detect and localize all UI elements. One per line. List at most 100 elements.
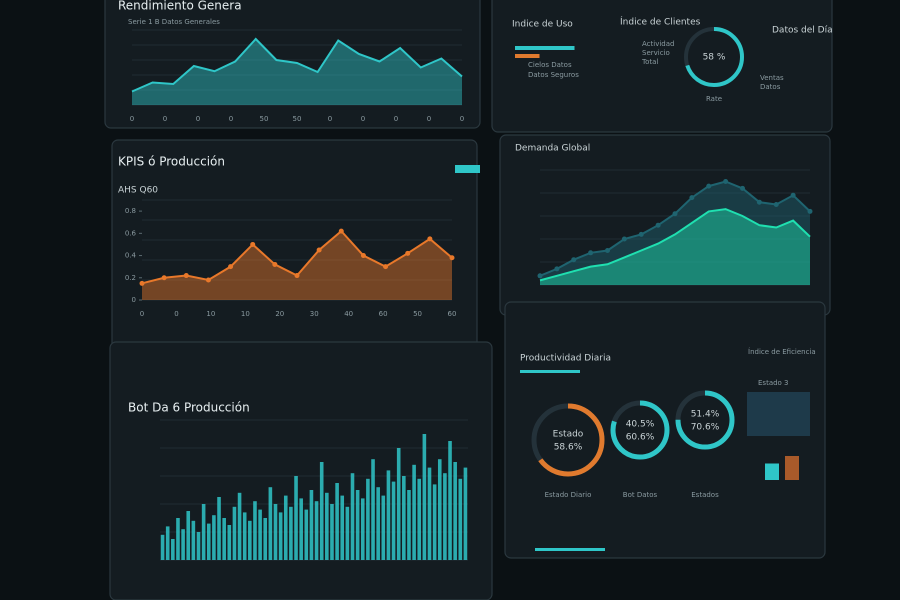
bar [443,473,447,560]
x-tick-label: 50 [413,310,422,318]
bar [448,441,452,560]
bar [171,539,175,560]
bar [391,481,396,560]
point [161,275,167,281]
point [605,248,610,253]
y-tick-label: 0.2 [125,274,136,282]
bar [186,511,191,560]
section-title: Índice de Eficiencia [748,347,816,356]
bar [242,512,247,560]
subtitle: AHS Q60 [118,186,158,196]
point [250,241,256,247]
y-tick-label: 0.4 [125,252,137,260]
point [571,257,577,263]
accent [520,370,580,373]
bar [360,498,365,560]
bar [294,476,298,560]
area [142,231,452,300]
bar [289,506,293,560]
legend: Datos [760,83,781,91]
x-tick-label: 0 [174,310,178,318]
bar [366,478,370,560]
mini-bar [765,463,779,480]
bar [278,512,283,560]
point [316,247,322,253]
point [773,202,779,207]
ring-value [610,400,670,460]
x-tick-label: 0 [163,115,167,123]
bar [386,470,391,560]
point [621,236,627,242]
x-tick-label: 0 [229,115,233,123]
bar [325,492,329,560]
point [183,273,189,279]
bar [273,504,278,560]
ring-label: 40.5% [626,420,655,430]
x-tick-label: 0 [394,115,398,123]
bar [196,532,201,560]
bar [330,504,334,560]
ring-label: 60.6% [626,433,655,443]
panel [104,0,481,129]
point [294,273,300,279]
bar [263,518,268,560]
ring-value [684,27,744,87]
bar [427,467,432,560]
legend: Total [641,58,658,66]
accent [535,548,605,551]
bar [232,506,237,560]
panel-title: KPIS ó Producción [118,155,225,169]
x-tick-label: 30 [310,310,319,318]
x-tick-label: 10 [241,310,250,318]
panel-title: Productividad Diaria [520,354,611,364]
bar [355,490,360,560]
box-label: Estado 3 [758,379,789,387]
bar [212,515,216,560]
point [338,228,344,234]
bar [335,483,339,560]
bar [299,498,303,560]
point [554,266,560,272]
x-tick-label: 50 [293,115,302,123]
point [228,264,234,270]
point [449,255,455,261]
panel-title: Rendimiento Genera [118,0,242,13]
info-box [747,392,810,436]
x-tick-label: 0 [328,115,332,123]
ring-caption: Bot Datos [623,491,658,499]
bar [181,529,185,560]
point [723,179,729,184]
y-tick-label: 0 [132,296,136,304]
bar [176,518,180,560]
bar [437,459,442,560]
panel-title: Indice de Uso [512,20,573,30]
point [405,250,411,256]
point [689,195,695,201]
point [807,208,813,214]
point [706,183,712,189]
bar [268,487,273,560]
bar [253,501,257,560]
point [655,222,661,228]
x-tick-label: 0 [361,115,365,123]
bar [376,487,380,560]
bar [191,520,196,560]
section-title: Datos del Día [772,26,833,36]
mini-bar [785,456,799,480]
ring-caption: Estado Diario [545,491,592,499]
point [139,280,145,286]
y-tick-label: 0.8 [125,207,136,215]
x-tick-label: 60 [379,310,388,318]
point [672,211,678,217]
bar [417,478,422,560]
bar [396,448,401,560]
ring-label: 58.6% [554,443,583,453]
ring-label: 51.4% [691,410,720,420]
line [539,208,811,282]
point [756,199,762,205]
point [427,236,433,242]
x-tick-label: 50 [260,115,269,123]
ring-value [675,390,735,450]
